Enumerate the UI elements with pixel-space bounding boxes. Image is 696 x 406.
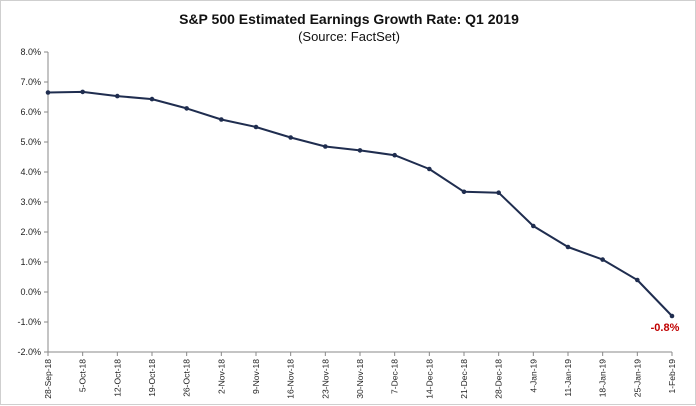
x-tick-label: 28-Sep-18: [43, 359, 53, 399]
data-point: [288, 135, 293, 140]
data-point: [45, 90, 51, 95]
x-tick-labels: 28-Sep-18 5-Oct-18 12-Oct-18 19-Oct-18 26-Oc…: [43, 359, 677, 399]
y-tick-labels: 8.0% 7.0% 6.0% 5.0% 4.0% 3.0% 2.0% 1.0% 0.0% -1.0…: [17, 47, 41, 357]
y-tick-label: -2.0%: [17, 347, 41, 357]
series-line: [47, 90, 673, 317]
data-point: [496, 190, 501, 195]
y-tick-label: 6.0%: [20, 107, 41, 117]
data-point: [80, 89, 85, 95]
y-tick-label: -1.0%: [17, 317, 41, 327]
data-point: [149, 96, 155, 102]
chart-subtitle: (Source: FactSet): [298, 29, 400, 44]
x-tick-label: 7-Dec-18: [390, 359, 400, 394]
annotation-layer: -0.8%: [651, 322, 680, 334]
x-tick-label: 25-Jan-19: [632, 359, 642, 398]
x-tick-label: 23-Nov-18: [320, 359, 330, 399]
x-tick-label: 12-Oct-18: [112, 359, 122, 397]
y-tick-label: 3.0%: [20, 197, 41, 207]
x-tick-label: 26-Oct-18: [182, 359, 192, 397]
x-tick-label: 2-Nov-18: [216, 359, 226, 394]
y-tick-label: 0.0%: [20, 287, 41, 297]
x-tick-label: 16-Nov-18: [286, 359, 296, 399]
data-point: [184, 106, 189, 111]
data-point: [461, 189, 467, 195]
x-tick-label: 9-Nov-18: [251, 359, 261, 394]
data-point: [565, 244, 571, 250]
y-tick-label: 1.0%: [20, 257, 41, 267]
data-point: [115, 93, 120, 99]
data-point: [392, 152, 397, 158]
chart-title: S&P 500 Estimated Earnings Growth Rate: …: [179, 11, 519, 27]
y-tick-label: 7.0%: [20, 77, 41, 87]
x-tick-label: 14-Dec-18: [424, 359, 434, 399]
data-point: [600, 257, 605, 262]
x-tick-label: 11-Jan-19: [563, 359, 573, 397]
x-tick-label: 30-Nov-18: [355, 359, 365, 399]
x-tick-label: 18-Jan-19: [598, 359, 608, 398]
x-tick-label: 5-Oct-18: [78, 359, 88, 392]
y-tick-label: 2.0%: [20, 227, 41, 237]
axes: [44, 51, 673, 356]
y-tick-label: 8.0%: [20, 47, 41, 57]
data-label-last: -0.8%: [651, 322, 680, 334]
data-point: [253, 124, 259, 130]
data-point: [323, 144, 328, 149]
y-tick-label: 5.0%: [20, 137, 41, 147]
data-point: [531, 223, 536, 229]
x-tick-label: 1-Feb-19: [667, 359, 677, 394]
data-point: [669, 313, 675, 319]
x-tick-label: 28-Dec-18: [494, 359, 504, 399]
data-point: [635, 277, 640, 283]
data-point: [427, 166, 432, 172]
series-layer: [45, 89, 675, 319]
data-point: [357, 148, 363, 153]
x-tick-label: 19-Oct-18: [147, 359, 157, 397]
x-tick-label: 21-Dec-18: [459, 359, 469, 399]
y-tick-label: 4.0%: [20, 167, 41, 177]
x-tick-label: 4-Jan-19: [528, 359, 538, 393]
data-point: [219, 117, 224, 122]
